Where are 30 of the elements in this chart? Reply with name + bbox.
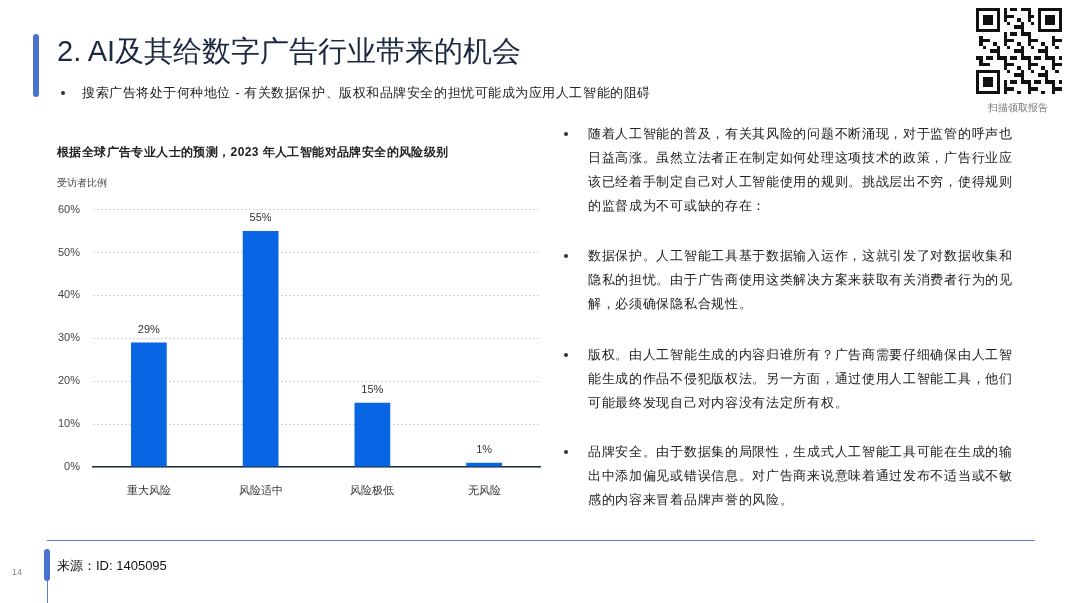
y-tick-label: 10% <box>57 417 81 430</box>
text: 版权。由人工智能生成的内容归谁所有？广告商需要仔细确保由人工智能生成的作品不侵犯版权法。另一方面，通过使用人工智能工具，他们可能最终发现自己对内容没有法定所有权。 <box>588 346 1014 412</box>
text: 数据保护。人工智能工具基于数据输入运作，这就引发了对数据收集和隐私的担忧。由于广告商使用这类解决方案来获取有关消费者行为的见解，必须确保隐私合规性。 <box>588 247 1014 313</box>
bar <box>242 231 279 467</box>
text: 搜索广告将处于何种地位 - 有关数据保护、版权和品牌安全的担忧可能成为应用人工智能的阻碍 <box>82 84 651 102</box>
y-tick-label: 60% <box>57 202 81 215</box>
x-tick-label: 风险适中 <box>238 483 283 496</box>
y-tick-label: 0% <box>64 460 81 473</box>
x-tick-label: 重大风险 <box>126 483 171 496</box>
text: 2. AI及其给数字广告行业带来的机会 <box>57 34 522 69</box>
text: 扫描领取报告 <box>987 101 1049 115</box>
y-tick-label: 40% <box>57 288 81 301</box>
text: 随着人工智能的普及，有关其风险的问题不断涌现，对于监管的呼声也日益高涨。虽然立法者正在制定如何处理这项技术的政策，广告行业应该已经着手制定自己对人工智能使用的规则。挑战层出不穷，使得规则的监督成为不可或缺的存在： <box>588 125 1014 215</box>
data-label: 55% <box>249 211 272 224</box>
source-note: 来源：ID: 1405095 <box>57 558 167 574</box>
text: 14 <box>12 566 23 578</box>
y-tick-label: 30% <box>57 331 81 344</box>
bar <box>466 462 503 467</box>
x-tick-label: 风险极低 <box>350 483 395 496</box>
y-tick-label: 20% <box>57 374 81 387</box>
y-axis-title: 受访者比例 <box>57 176 107 190</box>
data-label: 15% <box>361 382 384 395</box>
chart-title: 根据全球广告专业人士的预测，2023 年人工智能对品牌安全的风险级别 <box>57 144 449 160</box>
x-tick-label: 无风险 <box>467 483 501 496</box>
data-label: 1% <box>476 442 493 455</box>
bar <box>354 402 391 467</box>
bar <box>131 342 167 467</box>
y-tick-label: 50% <box>57 245 81 258</box>
text: 品牌安全。由于数据集的局限性，生成式人工智能工具可能在生成的输出中添加偏见或错误信息。对广告商来说意味着通过发布不适当或不敏感的内容来冒着品牌声誉的风险。 <box>588 443 1014 509</box>
data-label: 29% <box>137 322 161 335</box>
